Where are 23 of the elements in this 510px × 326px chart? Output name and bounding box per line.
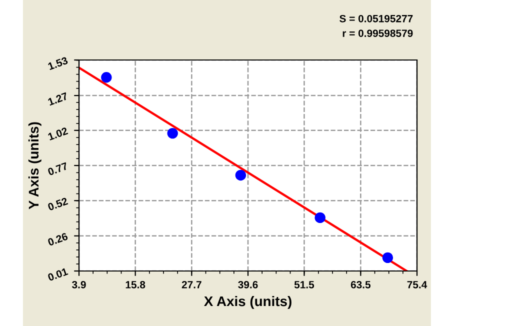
text: r = 0.99598579 <box>342 30 413 37</box>
y-tick-label: 1.02 <box>48 127 68 141</box>
x-tick-label: 15.8 <box>126 280 146 288</box>
text: S = 0.05195277 <box>340 14 413 22</box>
y-tick-label: 1.27 <box>48 92 68 106</box>
y-tick-label: 0.01 <box>47 268 68 282</box>
x-tick-label: 75.4 <box>407 281 428 288</box>
y-tick-label: 0.26 <box>47 232 68 246</box>
point <box>314 212 326 224</box>
point <box>382 252 394 264</box>
x-tick-label: 63.5 <box>350 280 371 288</box>
point <box>235 170 246 181</box>
y-tick-label: 0.52 <box>47 197 68 211</box>
y-tick-label: 0.77 <box>47 162 68 176</box>
y-axis-title: Y Axis (units) <box>28 122 42 210</box>
x-tick-label: 27.7 <box>182 280 202 288</box>
x-tick-label: 3.9 <box>72 280 86 288</box>
x-axis-title: X Axis (units) <box>204 296 292 309</box>
y-tick-label: 1.53 <box>48 56 68 70</box>
point <box>167 128 178 139</box>
point <box>101 72 112 83</box>
x-tick-label: 51.5 <box>294 281 314 288</box>
x-tick-label: 39.6 <box>238 280 258 288</box>
